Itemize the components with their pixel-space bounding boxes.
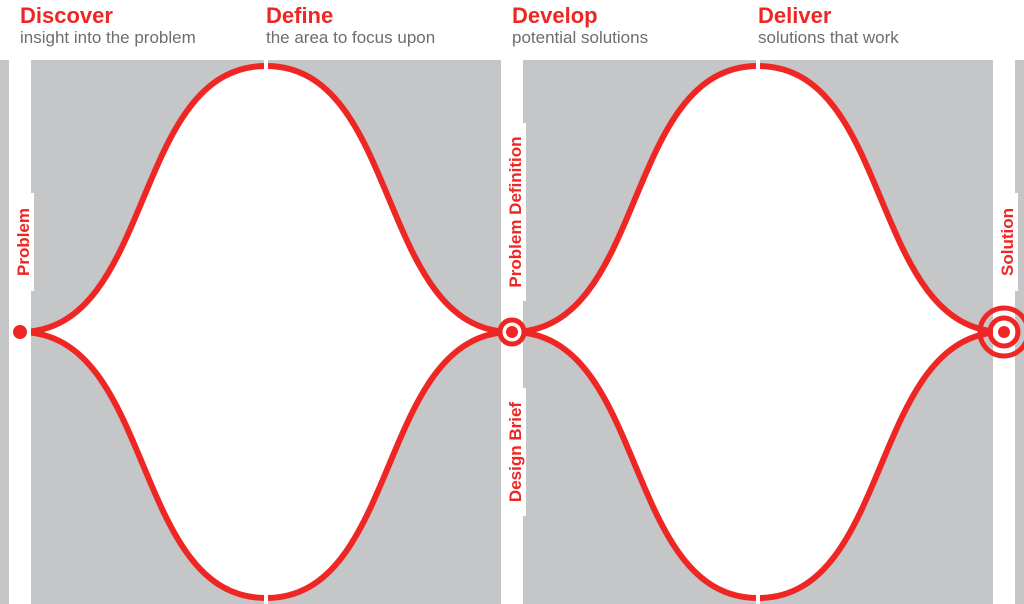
diagram-area: Problem Problem Definition Design Brief … xyxy=(0,60,1024,604)
phase-discover: Discover insight into the problem xyxy=(20,4,196,49)
vlabel-solution: Solution xyxy=(998,193,1018,291)
phase-title: Deliver xyxy=(758,4,899,28)
phase-define: Define the area to focus upon xyxy=(266,4,435,49)
phase-header: Discover insight into the problem Define… xyxy=(0,0,1024,60)
phase-subtitle: solutions that work xyxy=(758,28,899,48)
phase-develop: Develop potential solutions xyxy=(512,4,648,49)
phase-title: Develop xyxy=(512,4,648,28)
phase-title: Define xyxy=(266,4,435,28)
phase-subtitle: potential solutions xyxy=(512,28,648,48)
phase-title: Discover xyxy=(20,4,196,28)
double-diamond-diagram: Discover insight into the problem Define… xyxy=(0,0,1024,604)
vlabel-design-brief: Design Brief xyxy=(506,388,526,516)
phase-deliver: Deliver solutions that work xyxy=(758,4,899,49)
vlabel-problem: Problem xyxy=(14,193,34,291)
phase-subtitle: the area to focus upon xyxy=(266,28,435,48)
vlabel-problem-definition: Problem Definition xyxy=(506,123,526,301)
phase-subtitle: insight into the problem xyxy=(20,28,196,48)
